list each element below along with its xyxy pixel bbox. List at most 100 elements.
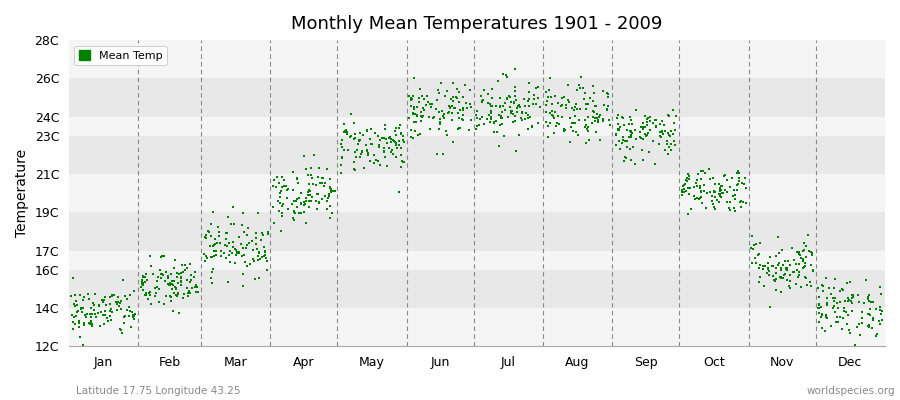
Point	[508, 66, 523, 72]
Point	[508, 99, 522, 106]
Point	[783, 285, 797, 291]
Point	[371, 158, 385, 164]
Point	[456, 94, 471, 100]
Point	[254, 236, 268, 243]
Point	[739, 185, 753, 191]
Point	[73, 334, 87, 340]
Point	[357, 165, 372, 171]
Point	[558, 126, 572, 133]
Point	[752, 240, 767, 246]
Point	[654, 134, 669, 141]
Point	[771, 234, 786, 241]
Point	[237, 252, 251, 259]
Point	[797, 263, 812, 270]
Point	[323, 185, 338, 192]
Point	[376, 148, 391, 154]
Point	[623, 128, 637, 134]
Point	[850, 323, 864, 330]
Point	[552, 113, 566, 119]
Point	[75, 308, 89, 315]
Point	[830, 300, 844, 307]
Point	[298, 201, 312, 208]
Point	[834, 326, 849, 332]
Point	[291, 175, 305, 181]
Point	[617, 154, 632, 160]
Bar	[69, 212, 885, 251]
Point	[411, 94, 426, 101]
Point	[114, 298, 129, 304]
Point	[486, 128, 500, 135]
Point	[148, 285, 162, 291]
Point	[289, 198, 303, 205]
Point	[456, 112, 471, 118]
Point	[756, 266, 770, 272]
Point	[269, 174, 284, 180]
Point	[456, 106, 471, 113]
Point	[812, 310, 826, 316]
Point	[178, 266, 193, 273]
Point	[122, 303, 136, 310]
Point	[188, 269, 202, 276]
Point	[360, 147, 374, 154]
Point	[494, 121, 508, 127]
Point	[611, 112, 625, 118]
Point	[267, 176, 282, 183]
Point	[636, 120, 651, 126]
Point	[484, 103, 499, 109]
Point	[408, 128, 422, 134]
Point	[100, 318, 114, 325]
Point	[771, 250, 786, 256]
Point	[274, 210, 289, 216]
Point	[589, 103, 603, 110]
Point	[139, 271, 153, 277]
Point	[236, 245, 250, 251]
Point	[110, 307, 124, 313]
Point	[377, 149, 392, 156]
Point	[580, 106, 594, 112]
Point	[590, 111, 604, 118]
Point	[773, 267, 788, 273]
Point	[656, 122, 670, 128]
Point	[138, 292, 152, 298]
Point	[86, 300, 100, 306]
Point	[639, 122, 653, 128]
Point	[667, 120, 681, 127]
Point	[485, 95, 500, 101]
Point	[634, 135, 648, 141]
Point	[833, 314, 848, 320]
Point	[418, 102, 433, 108]
Point	[508, 118, 523, 124]
Point	[830, 314, 844, 320]
Point	[791, 261, 806, 268]
Point	[591, 114, 606, 120]
Point	[157, 301, 171, 308]
Point	[94, 309, 108, 315]
Point	[246, 247, 260, 253]
Point	[256, 232, 270, 238]
Point	[582, 137, 597, 143]
Point	[873, 284, 887, 290]
Point	[377, 135, 392, 141]
Point	[653, 133, 668, 139]
Point	[713, 186, 727, 192]
Point	[835, 286, 850, 292]
Point	[297, 153, 311, 160]
Bar	[69, 270, 885, 308]
Point	[274, 174, 289, 180]
Point	[150, 274, 165, 280]
Point	[554, 95, 569, 101]
Point	[247, 258, 261, 264]
Point	[726, 204, 741, 211]
Point	[802, 248, 816, 254]
Point	[792, 269, 806, 275]
Point	[377, 144, 392, 151]
Point	[860, 276, 874, 283]
Point	[545, 113, 560, 120]
Point	[228, 260, 242, 266]
Point	[559, 102, 573, 108]
Point	[116, 277, 130, 284]
Bar	[69, 78, 885, 117]
Point	[304, 194, 319, 200]
Point	[135, 280, 149, 287]
Point	[287, 216, 302, 223]
